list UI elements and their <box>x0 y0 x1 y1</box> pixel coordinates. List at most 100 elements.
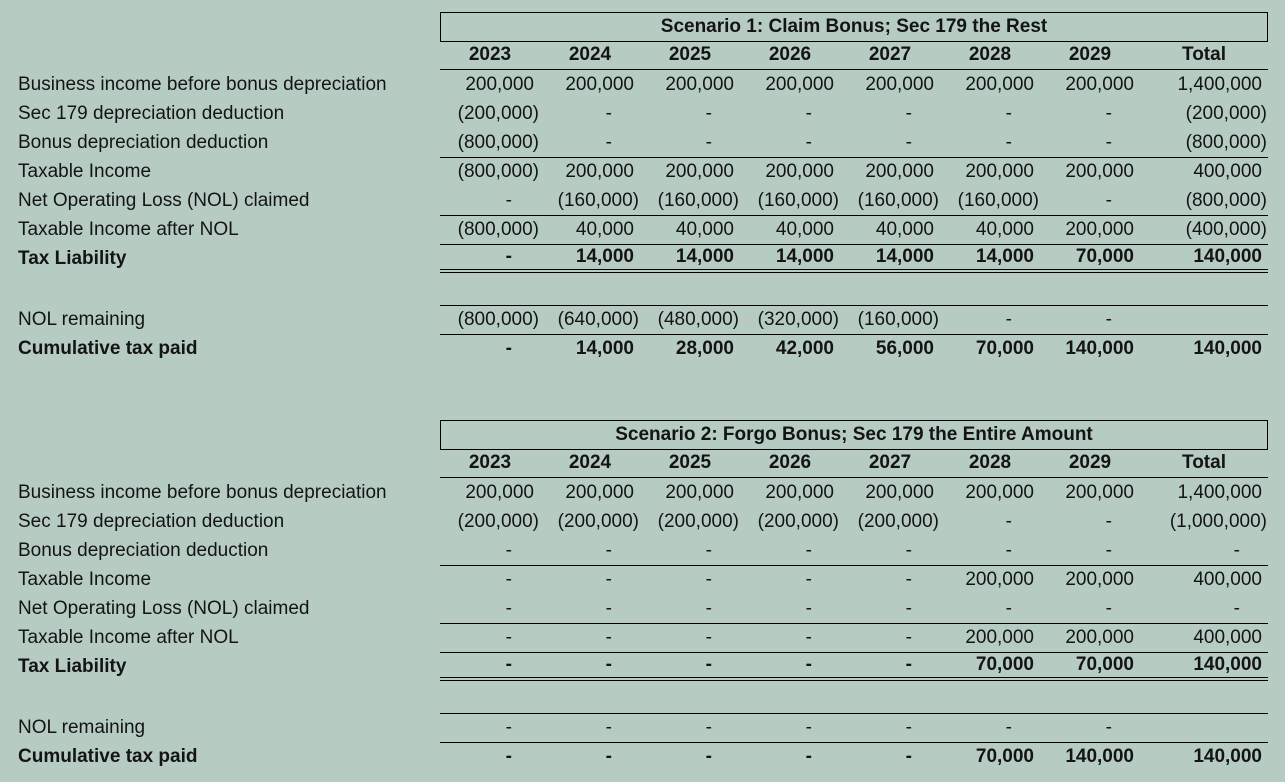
cell-value: (400,000) <box>1140 215 1268 245</box>
cell-value: 200,000 <box>1065 569 1134 590</box>
cell-value: (480,000) <box>640 305 740 334</box>
cell-value: - <box>540 536 640 566</box>
cell-value: - <box>540 128 640 158</box>
cell-value: 140,000 <box>1040 742 1140 771</box>
cell-value: (1,000,000) <box>1169 511 1267 532</box>
spacer-row <box>0 273 1268 305</box>
header-spacer-cell <box>0 450 440 478</box>
cell-value: - <box>840 623 940 653</box>
cell-value: - <box>640 623 740 653</box>
cell-value: (160,000) <box>940 186 1040 216</box>
cell-value: 200,000 <box>965 161 1034 182</box>
cell-value: 42,000 <box>740 334 840 363</box>
row-label: Taxable Income <box>18 161 152 182</box>
row-label: Bonus depreciation deduction <box>18 132 269 153</box>
cell-value: 200,000 <box>465 482 534 503</box>
cell-value: - <box>1005 511 1012 532</box>
cell-value: - <box>740 742 840 771</box>
column-header: 2026 <box>740 42 840 70</box>
table-row: Business income before bonus depreciatio… <box>0 478 1268 507</box>
column-header: 2027 <box>840 42 940 70</box>
cell-value: - <box>540 652 640 681</box>
cell-value: 70,000 <box>1040 244 1140 273</box>
column-header: 2025 <box>640 450 740 478</box>
cell-value: - <box>1040 713 1140 742</box>
row-label: NOL remaining <box>18 309 146 330</box>
row-label: Taxable Income after NOL <box>18 627 239 648</box>
table-row: Cumulative tax paid -14,000 28,000 42,000 56… <box>0 334 1268 363</box>
cell-value: (800,000) <box>440 128 540 158</box>
table-row: Sec 179 depreciation deduction (200,000) -… <box>0 99 1268 128</box>
row-label: Business income before bonus depreciatio… <box>18 482 387 503</box>
column-header: 2029 <box>1040 42 1140 70</box>
table-rows: Business income before bonus depreciatio… <box>0 478 1268 771</box>
cell-value: 200,000 <box>965 569 1034 590</box>
cell-value: 200,000 <box>665 161 734 182</box>
cell-value: (800,000) <box>440 215 540 245</box>
cell-value: - <box>440 742 540 771</box>
row-label: Tax Liability <box>18 248 127 269</box>
cell-value <box>1140 305 1268 334</box>
table-row: Taxable Income - - - - - 200,000 200,000 400,000 <box>0 565 1268 594</box>
cell-value: - <box>640 713 740 742</box>
cell-value: - <box>440 594 540 624</box>
cell-value: - <box>940 536 1040 566</box>
row-label: Net Operating Loss (NOL) claimed <box>18 598 310 619</box>
cell-value: 400,000 <box>1140 623 1268 653</box>
cell-value: (200,000) <box>557 511 639 532</box>
cell-value: - <box>505 569 512 590</box>
column-header: 2024 <box>540 450 640 478</box>
cell-value: 200,000 <box>565 74 634 95</box>
cell-value: - <box>740 652 840 681</box>
cell-value: (200,000) <box>657 511 739 532</box>
cell-value: 200,000 <box>765 161 834 182</box>
cell-value: - <box>740 594 840 624</box>
row-label: Tax Liability <box>18 656 127 677</box>
cell-value: - <box>440 334 540 363</box>
column-header: 2026 <box>740 450 840 478</box>
table-header-row: 2023 2024 2025 2026 2027 2028 2029 Total <box>0 42 1268 70</box>
cell-value: - <box>440 623 540 653</box>
cell-value: - <box>840 594 940 624</box>
table-row: Business income before bonus depreciatio… <box>0 70 1268 99</box>
table-row: Bonus depreciation deduction - - - - - - - - <box>0 536 1268 566</box>
cell-value: (160,000) <box>840 186 940 216</box>
row-label: Cumulative tax paid <box>18 338 198 359</box>
cell-value: (800,000) <box>1140 186 1268 216</box>
cell-value: - <box>740 623 840 653</box>
row-label: Taxable Income <box>18 569 152 590</box>
table-row: NOL remaining (800,000) (640,000) (480,000)… <box>0 305 1268 334</box>
cell-value: - <box>605 103 612 124</box>
column-header: 2025 <box>640 42 740 70</box>
cell-value: - <box>705 103 712 124</box>
cell-value: 200,000 <box>665 482 734 503</box>
cell-value: - <box>540 742 640 771</box>
cell-value: 200,000 <box>765 482 834 503</box>
cell-value: - <box>840 742 940 771</box>
cell-value: 140,000 <box>1140 334 1268 363</box>
column-header: 2027 <box>840 450 940 478</box>
cell-value: 40,000 <box>840 215 940 245</box>
row-label: Sec 179 depreciation deduction <box>18 103 285 124</box>
cell-value: - <box>705 569 712 590</box>
cell-value: - <box>1105 511 1112 532</box>
cell-value: - <box>940 128 1040 158</box>
table-title: Scenario 1: Claim Bonus; Sec 179 the Res… <box>440 12 1268 42</box>
cell-value: 200,000 <box>665 74 734 95</box>
table-title-row: Scenario 1: Claim Bonus; Sec 179 the Res… <box>0 12 1268 42</box>
cell-value: 14,000 <box>740 244 840 273</box>
cell-value: - <box>640 536 740 566</box>
cell-value: - <box>905 569 912 590</box>
cell-value: - <box>840 713 940 742</box>
cell-value: - <box>540 594 640 624</box>
cell-value: - <box>840 652 940 681</box>
cell-value: 40,000 <box>640 215 740 245</box>
cell-value: - <box>540 713 640 742</box>
cell-value <box>1140 713 1268 742</box>
cell-value: 200,000 <box>865 74 934 95</box>
column-header: 2023 <box>440 42 540 70</box>
cell-value: (200,000) <box>757 511 839 532</box>
cell-value: 200,000 <box>965 74 1034 95</box>
row-label: Business income before bonus depreciatio… <box>18 74 387 95</box>
